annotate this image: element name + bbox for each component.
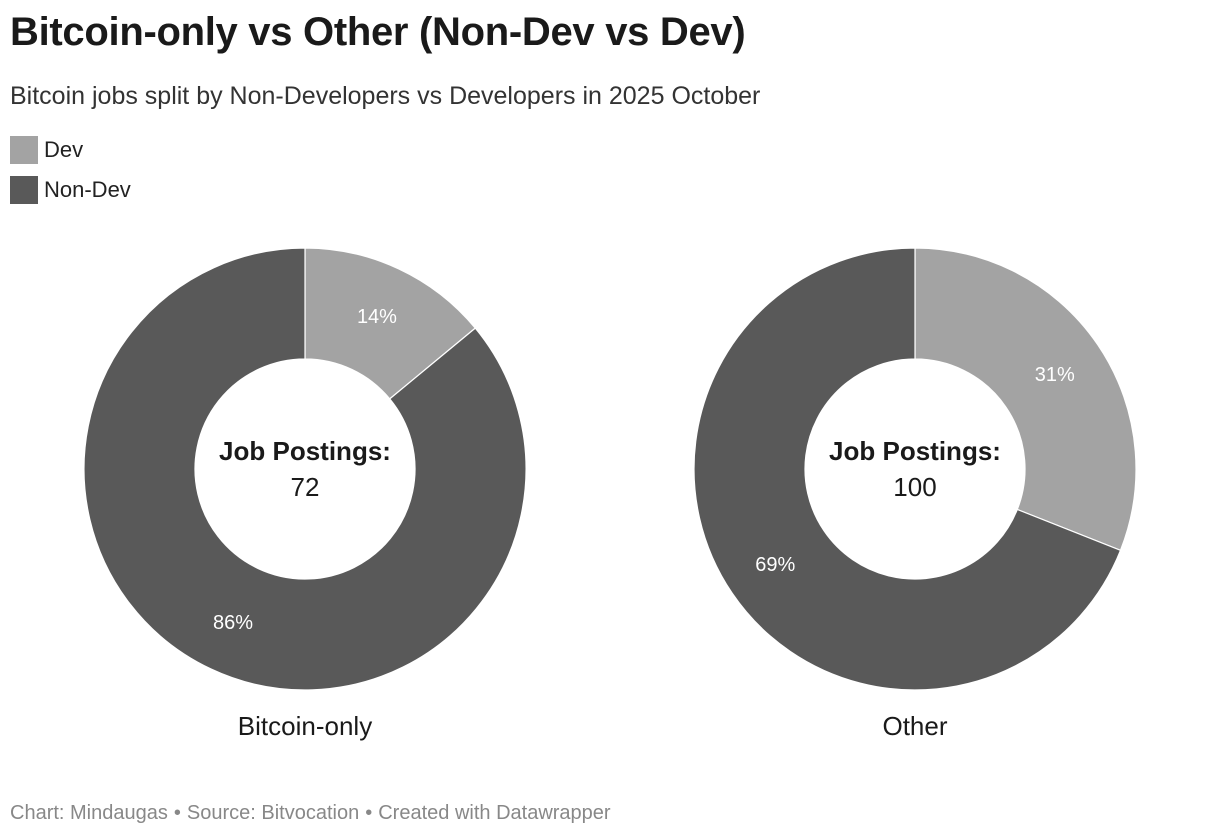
footer-tool: Created with Datawrapper (378, 802, 611, 824)
legend-swatch-non-dev (10, 176, 38, 204)
chart-subtitle: Bitcoin jobs split by Non-Developers vs … (10, 82, 761, 110)
legend-swatch-dev (10, 136, 38, 164)
legend-label-non-dev: Non-Dev (44, 177, 131, 202)
slice-other-dev (914, 247, 1137, 552)
slice-other-non-dev (693, 247, 1122, 691)
footer-source: Source: Bitvocation (186, 802, 360, 824)
footer-separator: • (365, 802, 373, 824)
legend: Dev Non-Dev (10, 136, 131, 216)
center-label-other: Job Postings: (829, 436, 1001, 466)
center-value-bitcoin-only: 72 (291, 472, 320, 502)
slice-label-bitcoin-only-non-dev: 86% (213, 612, 253, 634)
slice-label-other-non-dev: 69% (755, 554, 795, 576)
center-value-other: 100 (893, 472, 936, 502)
slice-label-bitcoin-only-dev: 14% (357, 306, 397, 328)
legend-item-dev: Dev (10, 136, 131, 164)
center-label-bitcoin-only: Job Postings: (219, 436, 391, 466)
chart-footer: Chart: Mindaugas • Source: Bitvocation • Cre… (10, 802, 611, 825)
footer-credit: Chart: Mindaugas (10, 802, 168, 824)
donut-bitcoin-only: 14% 86% Job Postings: 72 Bitcoin-only (83, 247, 527, 741)
legend-item-non-dev: Non-Dev (10, 176, 131, 204)
chart-label-other: Other (882, 711, 947, 741)
footer-separator: • (173, 802, 181, 824)
slice-label-other-dev: 31% (1035, 364, 1075, 386)
legend-label-dev: Dev (44, 137, 84, 162)
donut-other: 31% 69% Job Postings: 100 Other (693, 247, 1137, 741)
chart-title: Bitcoin-only vs Other (Non-Dev vs Dev) (10, 10, 746, 54)
chart-label-bitcoin-only: Bitcoin-only (238, 711, 372, 741)
slice-bitcoin-only-non-dev (83, 247, 527, 691)
